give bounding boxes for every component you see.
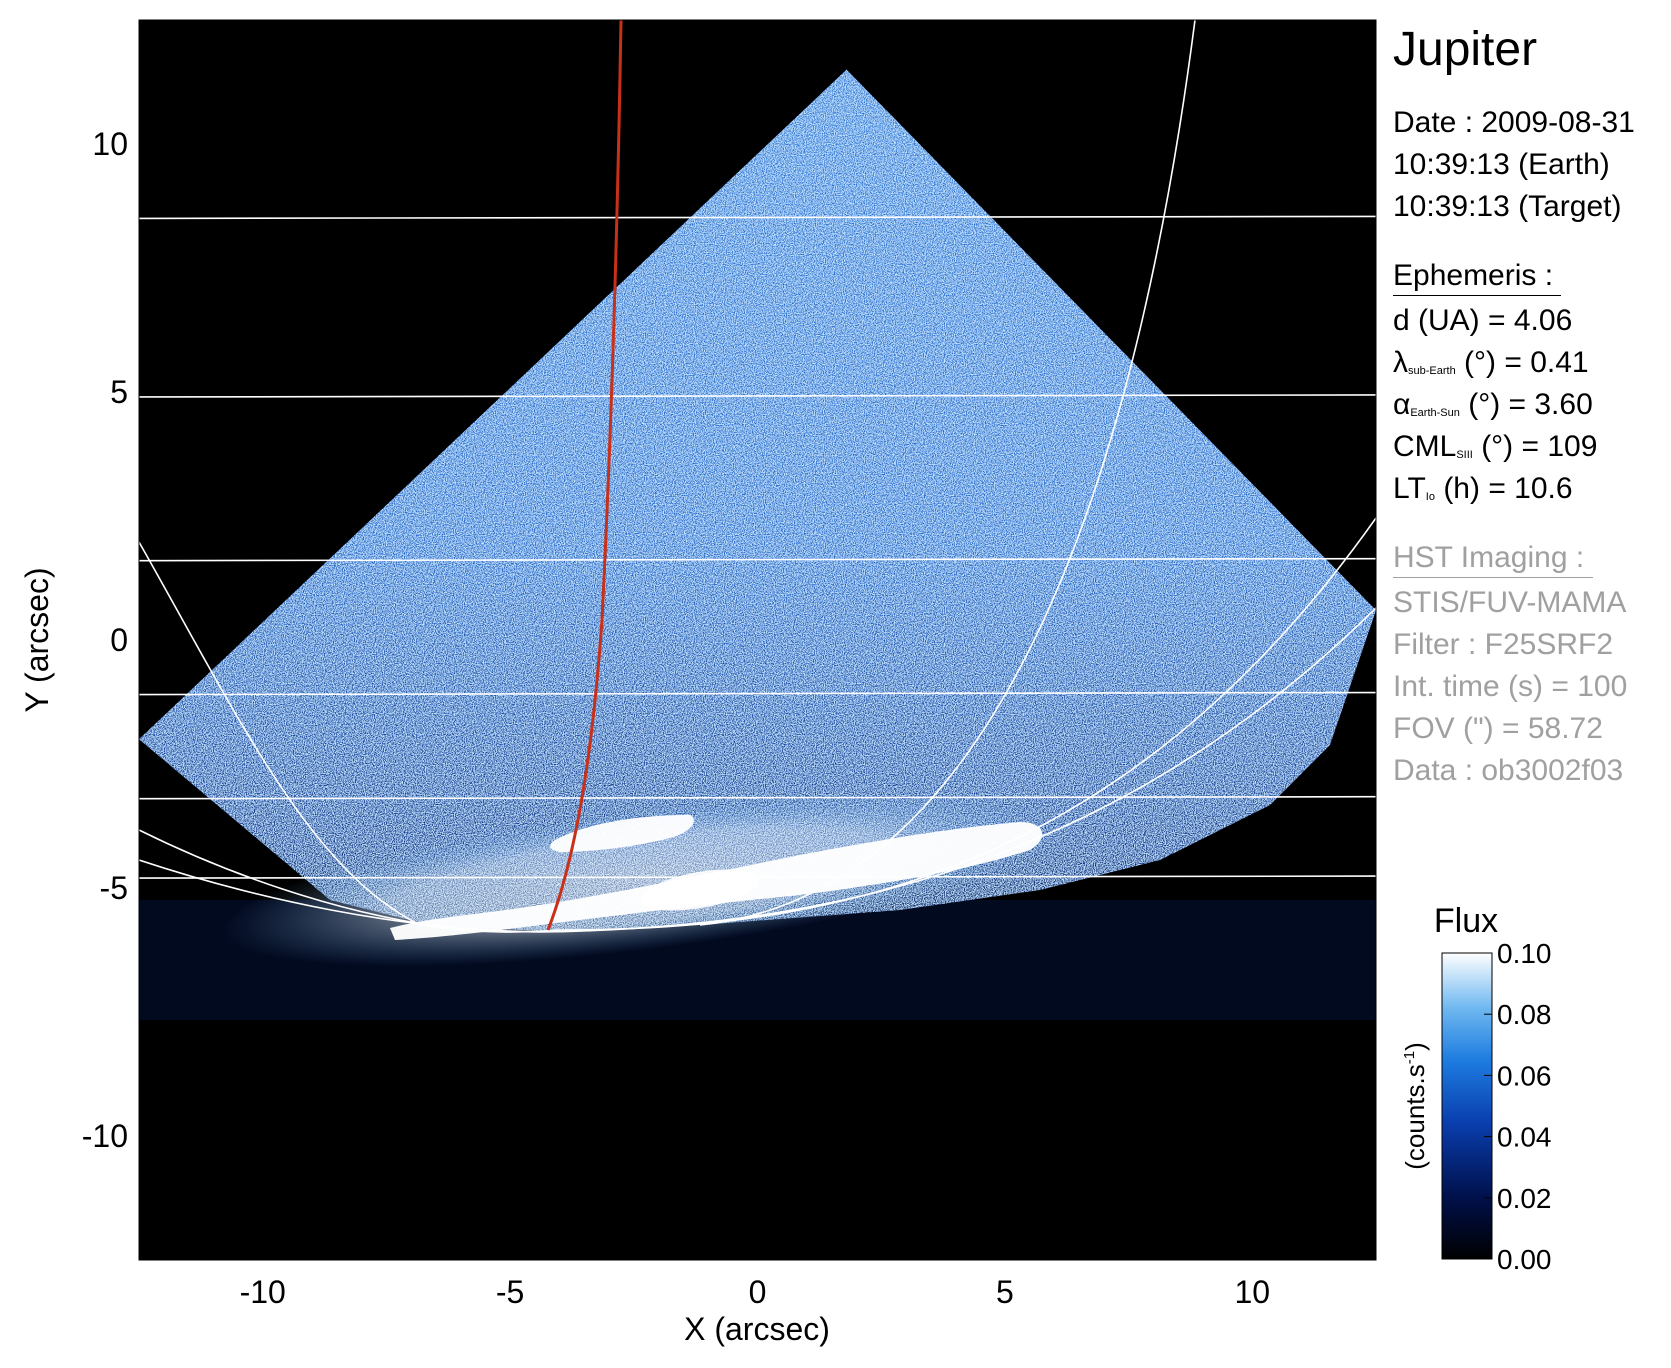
cml-label: CML (1393, 430, 1456, 463)
colorbar-tick-label-4: 0.02 (1497, 1183, 1552, 1214)
colorbar-unit-text: (counts.s (1400, 1064, 1430, 1170)
colorbar-gradient (1442, 953, 1492, 1259)
ephemeris-underline (1393, 295, 1561, 296)
y-tick-label-4: -10 (82, 1118, 128, 1154)
lt-label: LT (1393, 472, 1426, 505)
ephemeris-title: Ephemeris : (1393, 261, 1553, 291)
cml-sub: SIII (1456, 449, 1473, 461)
colorbar-tick-label-0: 0.10 (1497, 938, 1552, 969)
y-tick-label-1: 5 (110, 374, 128, 410)
local-time-line: LTIo (h) = 10.6 (1393, 474, 1573, 512)
instrument-line: STIS/FUV-MAMA (1393, 588, 1626, 618)
y-tick-label-3: -5 (100, 870, 128, 906)
distance-line: d (UA) = 4.06 (1393, 306, 1572, 336)
colorbar-unit-close: ) (1400, 1042, 1430, 1051)
phase-angle-line: αEarth-Sun (°) = 3.60 (1393, 390, 1593, 428)
lt-value: (h) = 10.6 (1435, 472, 1573, 505)
y-tick-label-0: 10 (92, 126, 128, 162)
phase-sub: Earth-Sun (1410, 407, 1460, 419)
x-axis-label: X (arcsec) (684, 1311, 830, 1347)
colorbar-tick-label-1: 0.08 (1497, 999, 1552, 1030)
lt-sub: Io (1426, 491, 1435, 503)
colorbar-tick-label-3: 0.04 (1497, 1122, 1552, 1153)
target-title: Jupiter (1393, 26, 1537, 74)
hst-title: HST Imaging : (1393, 543, 1584, 573)
x-tick-label-3: 5 (996, 1274, 1014, 1310)
target-time-line: 10:39:13 (Target) (1393, 192, 1621, 222)
colorbar-unit: (counts.s-1) (1400, 1042, 1430, 1170)
colorbar-title: Flux (1434, 902, 1498, 940)
y-tick-label-2: 0 (110, 622, 128, 658)
filter-line: Filter : F25SRF2 (1393, 630, 1613, 660)
lat-symbol: λ (1393, 346, 1408, 379)
colorbar-ticks: 0.10 0.08 0.06 0.04 0.02 0.00 (1484, 938, 1552, 1275)
colorbar-tick-label-2: 0.06 (1497, 1060, 1552, 1091)
fov-line: FOV (") = 58.72 (1393, 714, 1603, 744)
phase-symbol: α (1393, 388, 1410, 421)
x-tick-label-1: -5 (496, 1274, 524, 1310)
colorbar-unit-sup: -1 (1401, 1051, 1418, 1064)
int-time-line: Int. time (s) = 100 (1393, 672, 1627, 702)
hst-underline (1393, 577, 1593, 578)
x-tick-label-4: 10 (1235, 1274, 1271, 1310)
sub-earth-latitude-line: λsub-Earth (°) = 0.41 (1393, 348, 1589, 386)
y-axis-label: Y (arcsec) (19, 567, 55, 712)
x-tick-label-2: 0 (749, 1274, 767, 1310)
lat-sub: sub-Earth (1408, 365, 1456, 377)
cml-value: (°) = 109 (1473, 430, 1598, 463)
earth-time-line: 10:39:13 (Earth) (1393, 150, 1610, 180)
phase-value: (°) = 3.60 (1460, 388, 1593, 421)
image-area (139, 20, 1376, 1260)
colorbar: Flux 0.10 0.08 0.06 0.04 0.02 0.00 (counts.s-… (1400, 902, 1552, 1275)
cml-line: CMLSIII (°) = 109 (1393, 432, 1597, 470)
date-line: Date : 2009-08-31 (1393, 108, 1635, 138)
data-id-line: Data : ob3002f03 (1393, 756, 1623, 786)
colorbar-tick-label-5: 0.00 (1497, 1244, 1552, 1275)
lat-value: (°) = 0.41 (1456, 346, 1589, 379)
x-tick-label-0: -10 (240, 1274, 286, 1310)
